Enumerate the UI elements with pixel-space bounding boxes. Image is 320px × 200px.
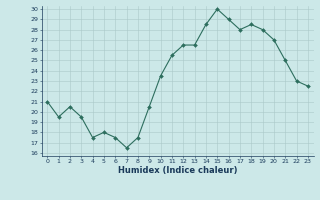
X-axis label: Humidex (Indice chaleur): Humidex (Indice chaleur): [118, 166, 237, 175]
